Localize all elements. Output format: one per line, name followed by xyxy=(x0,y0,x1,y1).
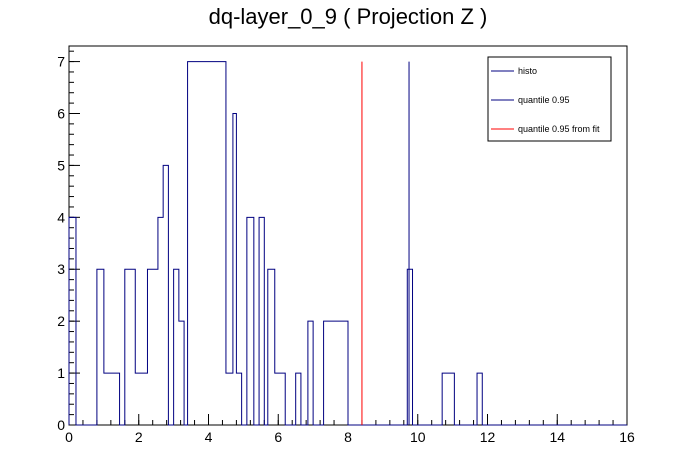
histogram-outline xyxy=(68,61,627,426)
histogram-bin xyxy=(442,373,454,425)
chart-title: dq-layer_0_9 ( Projection Z ) xyxy=(209,4,488,29)
x-tick-label: 12 xyxy=(480,429,496,445)
histogram-bin xyxy=(236,373,241,425)
histogram-bin xyxy=(174,269,179,425)
histogram-series xyxy=(68,61,627,426)
histogram-bin xyxy=(407,269,412,425)
histogram-bin xyxy=(308,321,313,425)
y-tick-label: 7 xyxy=(57,54,65,70)
x-tick-label: 16 xyxy=(619,429,635,445)
legend-entry: quantile 0.95 xyxy=(518,95,570,105)
histogram-bin xyxy=(97,269,104,425)
histogram-bin xyxy=(247,217,254,425)
x-tick-label: 10 xyxy=(410,429,426,445)
histogram-bin xyxy=(163,165,168,425)
histogram-bin xyxy=(268,269,275,425)
histogram-bin xyxy=(259,217,264,425)
y-tick-label: 0 xyxy=(57,417,65,433)
histogram-bin xyxy=(158,217,163,425)
x-tick-label: 2 xyxy=(135,429,143,445)
y-tick-label: 5 xyxy=(57,157,65,173)
histogram-bin xyxy=(125,269,135,425)
x-tick-label: 4 xyxy=(205,429,213,445)
histogram-bin xyxy=(188,62,226,425)
x-tick-label: 6 xyxy=(274,429,282,445)
y-tick-label: 4 xyxy=(57,209,65,225)
legend: histo quantile 0.95 quantile 0.95 from fit xyxy=(487,56,612,142)
x-tick-label: 0 xyxy=(65,429,73,445)
x-tick-label: 8 xyxy=(344,429,352,445)
y-tick-label: 2 xyxy=(57,313,65,329)
y-tick-label: 6 xyxy=(57,105,65,121)
legend-entry: quantile 0.95 from fit xyxy=(518,124,600,134)
histogram-bin xyxy=(179,321,184,425)
histogram-bin xyxy=(275,373,285,425)
y-tick-label: 3 xyxy=(57,261,65,277)
histogram-bin xyxy=(296,373,301,425)
histogram-bin xyxy=(477,373,482,425)
histogram-bin xyxy=(135,373,147,425)
quantile-markers xyxy=(361,61,410,425)
x-tick-label: 14 xyxy=(549,429,565,445)
histogram-bin xyxy=(324,321,348,425)
histogram-bin xyxy=(226,373,233,425)
histogram-bin xyxy=(104,373,120,425)
legend-entry: histo xyxy=(518,66,537,76)
y-tick-label: 1 xyxy=(57,365,65,381)
histogram-bin xyxy=(233,113,236,425)
histogram-bin xyxy=(147,269,157,425)
histogram-bin xyxy=(69,217,76,425)
